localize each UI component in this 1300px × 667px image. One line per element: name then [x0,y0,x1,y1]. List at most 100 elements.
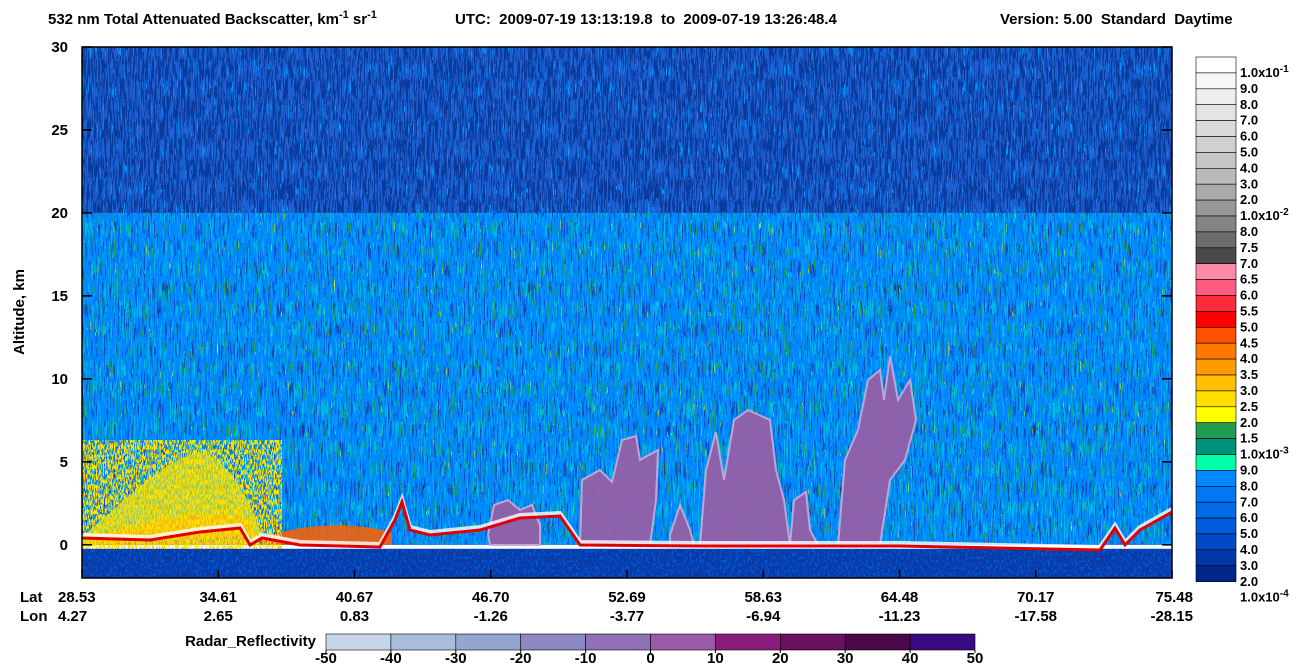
colorbar-swatch [1195,358,1237,376]
colorbar-label-exp: -1 [1280,64,1289,75]
colorbar-swatch [1195,88,1237,106]
lon-label: -11.23 [879,608,921,625]
colorbar-label-base: 1.0x10 [1240,590,1280,605]
utc-range: UTC: 2009-07-19 13:13:19.8 to 2009-07-19… [455,11,838,28]
colorbar-label: 1.0x10-4 [1240,588,1289,605]
colorbar-label: 7.0 [1240,113,1258,128]
colorbar-swatch [1195,390,1237,408]
colorbar-label: 3.0 [1240,176,1258,191]
colorbar-label: 4.5 [1240,335,1258,350]
title-part: -1 [367,9,377,21]
radar-tick-label: 0 [646,650,654,667]
colorbar-swatch [1195,326,1237,344]
radar-tick-label: -20 [510,650,532,667]
y-tick-label: 10 [51,371,68,388]
y-axis-label: Altitude, km [11,269,28,355]
lat-label: 40.67 [336,589,374,606]
radar-swatch [325,633,392,651]
colorbar-label: 9.0 [1240,81,1258,96]
colorbar-label-exp: -3 [1280,445,1289,456]
colorbar-label: 6.0 [1240,510,1258,525]
colorbar-swatch [1195,295,1237,312]
lat-label: 46.70 [472,589,510,606]
colorbar-swatch [1195,152,1237,169]
radar-swatch [390,633,457,651]
colorbar-label: 5.0 [1240,145,1258,160]
radar-swatch [909,633,976,651]
y-tick-label: 0 [60,537,68,554]
lat-label: 75.48 [1155,589,1193,606]
radar-swatch [455,633,521,651]
colorbar-label: 7.0 [1240,256,1258,271]
lon-label: -3.77 [610,608,644,625]
colorbar-swatch [1195,199,1237,217]
colorbar-swatch [1195,533,1237,551]
colorbar-swatch [1195,422,1237,439]
lat-row-label: Lat [20,589,43,606]
colorbar-label: 4.0 [1240,351,1258,366]
colorbar-label: 1.0x10-3 [1240,445,1289,462]
colorbar-label: 2.0 [1240,192,1258,207]
radar-blob [698,408,792,546]
colorbar-label: 6.0 [1240,129,1258,144]
colorbar-label-base: 1.0x10 [1240,208,1280,223]
radar-swatch [779,633,846,651]
lat-label: 70.17 [1017,589,1055,606]
colorbar-swatch [1195,342,1237,360]
radar-tick-label: 50 [967,650,984,667]
lat-label: 28.53 [58,589,96,606]
lat-label: 34.61 [199,589,237,606]
radar-swatch [715,633,781,651]
colorbar-label: 6.0 [1240,288,1258,303]
y-tick-label: 15 [51,288,68,305]
speckle [82,47,1172,213]
title-part: 532 nm Total Attenuated Backscatter, km [48,11,339,28]
colorbar-label: 2.5 [1240,399,1258,414]
colorbar-label: 8.0 [1240,478,1258,493]
radar-tick-label: -10 [575,650,597,667]
colorbar-label: 5.0 [1240,319,1258,334]
colorbar-label-exp: -2 [1280,207,1289,218]
colorbar-label: 7.0 [1240,494,1258,509]
lon-label: -6.94 [746,608,781,625]
colorbar-swatch [1195,72,1237,90]
y-tick-label: 30 [51,39,68,56]
radar-blob [836,355,918,546]
lon-label: -1.26 [474,608,508,625]
radar-tick-label: 30 [837,650,854,667]
colorbar-label: 5.5 [1240,304,1258,319]
radar-blob [486,498,541,546]
chart-title: 532 nm Total Attenuated Backscatter, km-… [48,9,377,28]
radar-swatch [520,633,586,651]
colorbar-label: 4.0 [1240,160,1258,175]
colorbar-label: 1.0x10-2 [1240,207,1289,224]
colorbar-swatch [1195,454,1237,471]
colorbar-swatch [1195,104,1237,121]
colorbar-swatch [1195,56,1237,74]
colorbar-label: 1.5 [1240,431,1258,446]
colorbar-label: 3.0 [1240,558,1258,573]
colorbar-label: 3.0 [1240,383,1258,398]
lat-label: 58.63 [744,589,782,606]
colorbar-label: 3.5 [1240,367,1258,382]
lon-row-label: Lon [20,608,48,625]
colorbar-swatch [1195,374,1237,392]
colorbar-swatch [1195,549,1237,567]
colorbar-swatch [1195,517,1237,535]
radar-swatch [844,633,911,651]
y-tick-label: 25 [51,122,68,139]
colorbar-swatch [1195,485,1237,503]
colorbar-label: 8.0 [1240,224,1258,239]
colorbar-label: 6.5 [1240,272,1258,287]
title-part: -1 [339,9,349,21]
surface-glow [82,492,1172,550]
lat-label: 52.69 [608,589,646,606]
radar-tick-label: 20 [772,650,789,667]
backscatter-colorbar: 1.0x10-19.08.07.06.05.04.03.02.01.0x10-2… [1195,56,1289,605]
radar-tick-label: -40 [380,650,402,667]
colorbar-label: 8.0 [1240,97,1258,112]
colorbar-swatch [1195,231,1237,249]
colorbar-label: 1.0x10-1 [1240,64,1289,81]
colorbar-label: 2.0 [1240,574,1258,589]
